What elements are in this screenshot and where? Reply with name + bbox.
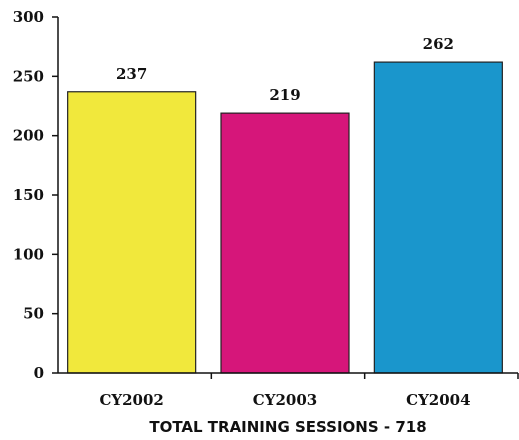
bars: 237 219 262 bbox=[67, 35, 503, 374]
bar-cy2002 bbox=[67, 91, 197, 374]
x-tick-label-cy2002: CY2002 bbox=[99, 391, 163, 409]
y-tick-label: 50 bbox=[23, 305, 44, 323]
x-tick-label-cy2003: CY2003 bbox=[253, 391, 317, 409]
data-label-cy2003: 219 bbox=[269, 86, 300, 104]
y-tick-label: 100 bbox=[13, 245, 44, 263]
y-tick-label: 200 bbox=[13, 127, 44, 145]
x-axis: CY2002 CY2003 CY2004 bbox=[58, 372, 519, 409]
bar-cy2004 bbox=[373, 61, 503, 374]
y-tick-label: 150 bbox=[13, 186, 44, 204]
y-tick-label: 300 bbox=[13, 8, 44, 26]
y-axis: 0 50 100 150 200 250 300 bbox=[13, 8, 59, 382]
x-axis-title: TOTAL TRAINING SESSIONS - 718 bbox=[149, 418, 426, 436]
data-label-cy2002: 237 bbox=[116, 65, 147, 83]
data-label-cy2004: 262 bbox=[423, 35, 454, 53]
x-tick-label-cy2004: CY2004 bbox=[406, 391, 470, 409]
bar-cy2003 bbox=[220, 112, 350, 374]
y-tick-label: 250 bbox=[13, 67, 44, 85]
y-tick-label: 0 bbox=[34, 364, 44, 382]
